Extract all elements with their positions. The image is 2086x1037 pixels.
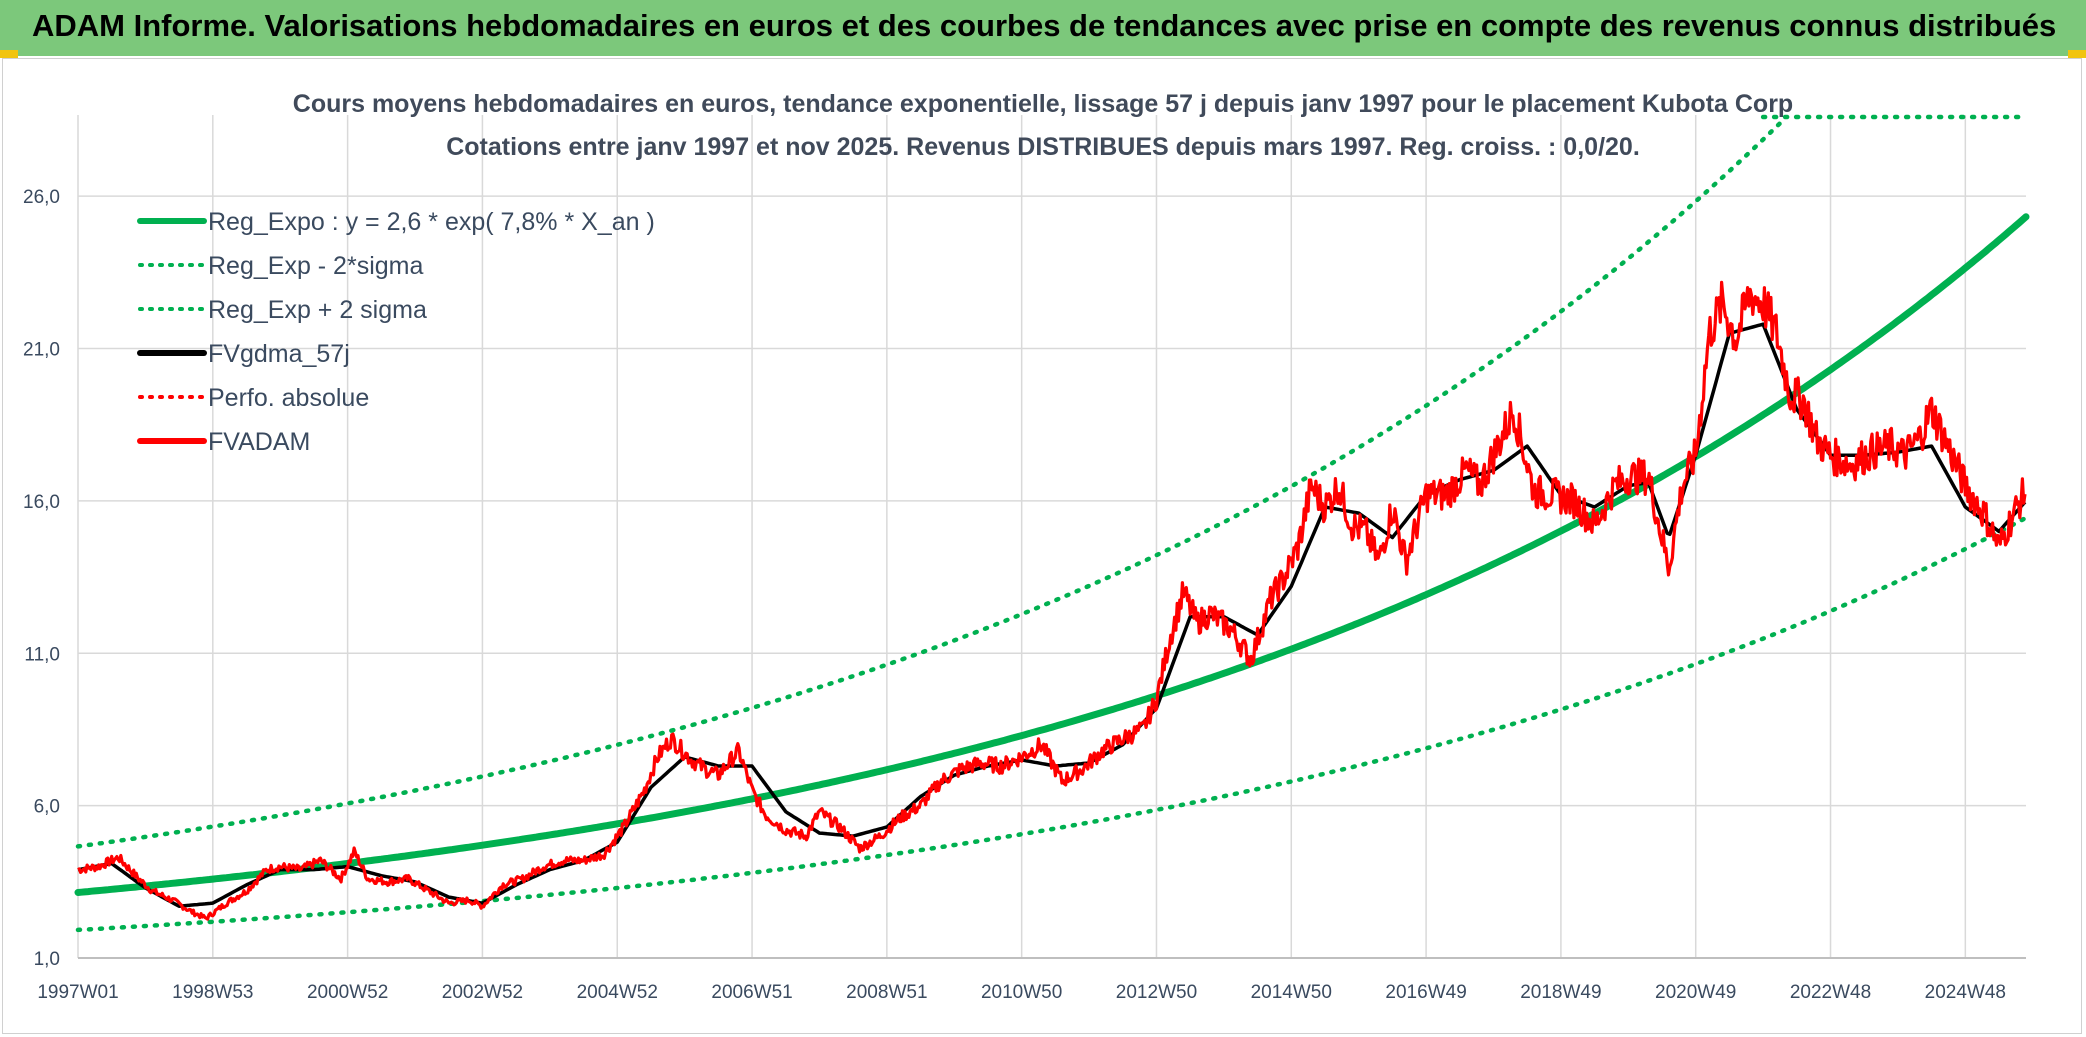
x-tick-label: 2006W51 <box>711 982 792 1003</box>
y-tick-label: 16,0 <box>23 492 60 513</box>
x-tick-label: 2002W52 <box>442 982 523 1003</box>
gridlines <box>77 115 2026 959</box>
reg-lower-line <box>75 515 2029 933</box>
chart-title: Cours moyens hebdomadaires en euros, ten… <box>293 90 1793 118</box>
x-tick-label: 1998W53 <box>172 982 253 1003</box>
legend: Reg_Expo : y = 2,6 * exp( 7,8% * X_an ) R… <box>137 208 655 456</box>
y-tick-label: 26,0 <box>23 187 60 208</box>
y-axis-ticks: 1,0 6,0 11,0 16,0 21,0 26,0 <box>23 187 60 970</box>
legend-label: Perfo. absolue <box>208 384 369 412</box>
y-tick-label: 21,0 <box>23 340 60 361</box>
legend-label: FVgdma_57j <box>208 340 350 368</box>
x-tick-label: 2020W49 <box>1655 982 1736 1003</box>
chart-subtitle: Cotations entre janv 1997 et nov 2025. R… <box>446 133 1640 161</box>
x-tick-label: 2016W49 <box>1385 982 1466 1003</box>
chart-frame <box>2 58 2082 1034</box>
x-tick-label: 2000W52 <box>307 982 388 1003</box>
x-tick-label: 2012W50 <box>1116 982 1197 1003</box>
x-tick-label: 2022W48 <box>1790 982 1871 1003</box>
series-lines <box>74 114 2030 933</box>
x-tick-label: 2008W51 <box>846 982 927 1003</box>
x-axis-ticks: 1997W01 1998W53 2000W52 2002W52 2004W52 2006W… <box>37 982 2006 1003</box>
y-tick-label: 1,0 <box>34 949 60 970</box>
x-tick-label: 2004W52 <box>577 982 658 1003</box>
x-tick-label: 2010W50 <box>981 982 1062 1003</box>
fvadam-line <box>77 280 2027 921</box>
header-bar: ADAM Informe. Valorisations hebdomadaire… <box>0 0 2086 56</box>
y-tick-label: 11,0 <box>24 644 60 665</box>
x-tick-label: 2014W50 <box>1251 982 1332 1003</box>
corner-marker-right <box>2068 50 2086 58</box>
corner-marker-left <box>0 50 18 58</box>
x-tick-label: 2018W49 <box>1520 982 1601 1003</box>
legend-label: Reg_Expo : y = 2,6 * exp( 7,8% * X_an ) <box>208 208 655 236</box>
legend-label: FVADAM <box>208 428 310 456</box>
reg-expo-line <box>74 213 2030 896</box>
page-title: ADAM Informe. Valorisations hebdomadaire… <box>32 8 2057 43</box>
y-tick-label: 6,0 <box>34 797 60 818</box>
reg-upper-line <box>75 121 1783 849</box>
legend-label: Reg_Exp + 2 sigma <box>208 296 427 324</box>
legend-label: Reg_Exp - 2*sigma <box>208 252 423 280</box>
x-tick-label: 1997W01 <box>37 982 118 1003</box>
fvgdma-line <box>77 322 2027 908</box>
x-tick-label: 2024W48 <box>1925 982 2006 1003</box>
